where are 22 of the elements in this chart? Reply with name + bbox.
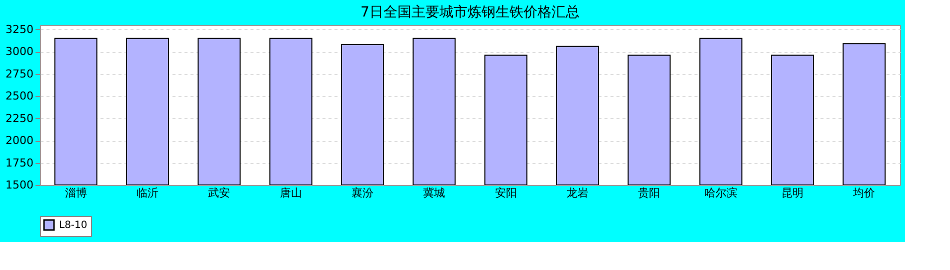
x-tick-label: 均价 [852,186,876,200]
x-tick-label: 唐山 [280,186,302,200]
y-tick-label: 2750 [6,67,34,80]
x-tick-label: 冀城 [423,186,446,200]
x-tick-label: 昆明 [782,186,804,200]
x-tick-label: 襄汾 [352,186,374,200]
x-tick-label: 武安 [208,186,230,200]
chart-title: 7日全国主要城市炼钢生铁价格汇总 [360,4,580,20]
y-tick-label: 3000 [6,45,34,58]
x-tick-label: 贵阳 [638,186,660,200]
y-tick-label: 1750 [6,156,34,170]
x-tick-label: 龙岩 [566,186,588,200]
legend-label: L8-10 [59,220,88,231]
x-tick-label: 临沂 [136,186,158,200]
y-tick-label: 2000 [6,134,34,148]
y-tick-label: 2250 [6,112,34,125]
y-tick-label: 3250 [6,22,34,36]
x-tick-label: 哈尔滨 [704,186,738,200]
y-tick-label: 1500 [6,178,34,192]
y-tick-label: 2500 [6,90,34,103]
x-tick-label: 淄博 [64,186,87,200]
x-tick-label: 安阳 [494,186,517,200]
